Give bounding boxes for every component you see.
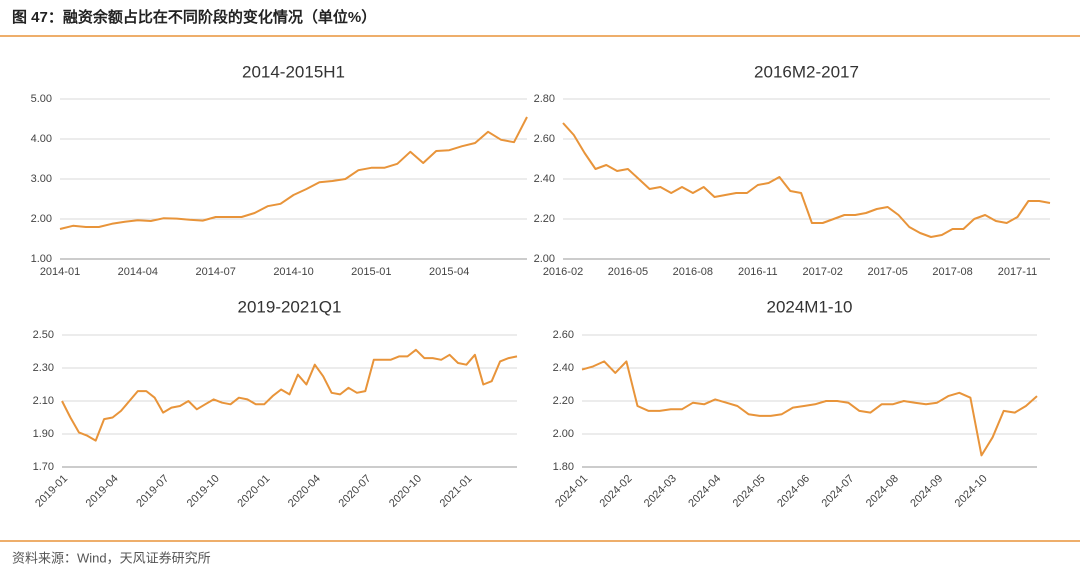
- x-tick-label: 2020-07: [336, 473, 373, 510]
- x-tick-label: 2024-07: [819, 473, 856, 510]
- x-tick-label: 2016-11: [738, 266, 778, 278]
- y-tick-label: 2.60: [534, 133, 555, 145]
- x-tick-label: 2024-01: [553, 473, 590, 510]
- y-tick-label: 1.80: [553, 461, 574, 473]
- y-tick-label: 2.00: [31, 213, 52, 225]
- x-tick-label: 2021-01: [438, 473, 475, 510]
- chart-title: 2014-2015H1: [242, 62, 345, 81]
- x-tick-label: 2020-01: [235, 473, 272, 510]
- y-tick-label: 3.00: [31, 173, 52, 185]
- y-tick-label: 1.70: [33, 461, 54, 473]
- x-tick-label: 2019-01: [33, 473, 70, 510]
- line-series: [562, 122, 1051, 238]
- y-tick-label: 2.40: [534, 173, 555, 185]
- x-tick-label: 2019-07: [134, 473, 171, 510]
- y-tick-label: 2.00: [534, 253, 555, 265]
- x-tick-label: 2020-10: [387, 473, 424, 510]
- x-tick-label: 2019-10: [185, 473, 222, 510]
- x-tick-label: 2014-07: [195, 266, 235, 278]
- y-tick-label: 2.20: [534, 213, 555, 225]
- line-series: [581, 360, 1038, 457]
- x-tick-label: 2017-02: [803, 266, 843, 278]
- x-tick-label: 2024-09: [908, 473, 945, 510]
- x-tick-label: 2024-03: [642, 473, 679, 510]
- x-tick-label: 2016-08: [673, 266, 713, 278]
- figure-title: 图 47：融资余额占比在不同阶段的变化情况（单位%）: [12, 8, 376, 26]
- y-tick-label: 2.80: [534, 93, 555, 105]
- x-tick-label: 2024-08: [864, 473, 901, 510]
- source: 资料来源：Wind，天风证券研究所: [12, 550, 211, 565]
- x-tick-label: 2024-05: [731, 473, 768, 510]
- chart-title: 2024M1-10: [766, 297, 852, 316]
- x-tick-label: 2015-01: [351, 266, 391, 278]
- y-tick-label: 5.00: [31, 93, 52, 105]
- y-tick-label: 2.00: [553, 428, 574, 440]
- x-tick-label: 2024-10: [953, 473, 990, 510]
- y-tick-label: 2.20: [553, 395, 574, 407]
- x-tick-label: 2014-10: [273, 266, 313, 278]
- y-tick-label: 2.40: [553, 362, 574, 374]
- line-series: [59, 116, 528, 230]
- x-tick-label: 2024-02: [598, 473, 635, 510]
- x-tick-label: 2015-04: [429, 266, 469, 278]
- chart-title: 2016M2-2017: [754, 62, 859, 81]
- x-tick-label: 2014-01: [40, 266, 80, 278]
- x-tick-label: 2019-04: [84, 473, 121, 510]
- y-tick-label: 1.00: [31, 253, 52, 265]
- line-series: [61, 348, 518, 442]
- x-tick-label: 2024-06: [775, 473, 812, 510]
- chart-title: 2019-2021Q1: [238, 297, 342, 316]
- x-tick-label: 2016-02: [543, 266, 583, 278]
- x-tick-label: 2014-04: [118, 266, 158, 278]
- x-tick-label: 2016-05: [608, 266, 648, 278]
- y-tick-label: 2.30: [33, 362, 54, 374]
- y-tick-label: 2.60: [553, 329, 574, 341]
- y-tick-label: 4.00: [31, 133, 52, 145]
- x-tick-label: 2024-04: [686, 473, 723, 510]
- x-tick-label: 2017-11: [998, 266, 1038, 278]
- x-tick-label: 2017-08: [932, 266, 972, 278]
- y-tick-label: 2.10: [33, 395, 54, 407]
- y-tick-label: 2.50: [33, 329, 54, 341]
- y-tick-label: 1.90: [33, 428, 54, 440]
- x-tick-label: 2017-05: [867, 266, 907, 278]
- x-tick-label: 2020-04: [286, 473, 323, 510]
